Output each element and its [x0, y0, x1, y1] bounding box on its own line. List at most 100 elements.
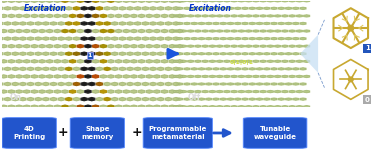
Polygon shape — [271, 53, 277, 55]
Polygon shape — [5, 37, 11, 40]
Polygon shape — [108, 60, 114, 63]
Polygon shape — [54, 60, 60, 63]
Polygon shape — [31, 60, 37, 63]
Polygon shape — [224, 45, 230, 47]
Polygon shape — [138, 105, 145, 108]
Polygon shape — [304, 91, 310, 93]
Polygon shape — [46, 45, 53, 48]
Polygon shape — [242, 53, 248, 55]
Polygon shape — [206, 22, 212, 24]
Polygon shape — [161, 75, 167, 78]
Polygon shape — [112, 22, 118, 25]
Polygon shape — [286, 98, 291, 100]
Polygon shape — [20, 22, 26, 25]
Polygon shape — [202, 75, 208, 77]
Polygon shape — [264, 38, 270, 40]
Polygon shape — [300, 53, 306, 55]
Polygon shape — [150, 22, 156, 25]
Polygon shape — [260, 30, 266, 32]
Polygon shape — [165, 52, 171, 55]
Polygon shape — [213, 7, 219, 9]
Polygon shape — [202, 30, 208, 32]
Polygon shape — [119, 22, 125, 25]
Polygon shape — [293, 53, 299, 55]
Polygon shape — [108, 0, 114, 2]
Polygon shape — [119, 52, 125, 55]
Polygon shape — [206, 83, 212, 85]
Polygon shape — [116, 60, 122, 63]
Polygon shape — [260, 60, 266, 62]
Polygon shape — [81, 113, 87, 116]
Polygon shape — [89, 22, 95, 25]
Polygon shape — [127, 98, 133, 101]
Polygon shape — [209, 60, 215, 62]
Polygon shape — [231, 45, 237, 47]
Polygon shape — [206, 7, 212, 9]
Polygon shape — [158, 67, 164, 70]
Polygon shape — [188, 45, 194, 47]
Polygon shape — [131, 75, 137, 78]
Polygon shape — [0, 67, 3, 70]
Polygon shape — [235, 83, 241, 85]
Polygon shape — [296, 45, 302, 47]
Text: +: + — [131, 127, 142, 139]
Polygon shape — [51, 52, 57, 55]
Polygon shape — [8, 90, 14, 93]
Polygon shape — [246, 91, 251, 93]
Polygon shape — [268, 75, 273, 77]
Polygon shape — [184, 38, 190, 40]
Polygon shape — [198, 22, 204, 24]
Polygon shape — [173, 45, 179, 47]
Polygon shape — [58, 22, 64, 25]
Polygon shape — [209, 45, 215, 47]
Polygon shape — [1, 75, 7, 78]
Polygon shape — [296, 106, 302, 108]
Polygon shape — [206, 68, 212, 70]
Polygon shape — [35, 37, 41, 40]
Polygon shape — [123, 105, 129, 108]
Polygon shape — [264, 83, 270, 85]
Polygon shape — [108, 105, 114, 108]
Polygon shape — [300, 22, 306, 24]
Polygon shape — [177, 68, 183, 70]
Polygon shape — [177, 0, 183, 2]
Polygon shape — [264, 22, 270, 24]
Polygon shape — [131, 60, 137, 63]
Polygon shape — [70, 0, 76, 2]
Polygon shape — [158, 37, 164, 40]
Polygon shape — [228, 68, 233, 70]
Polygon shape — [93, 14, 99, 17]
Polygon shape — [257, 83, 262, 85]
Polygon shape — [300, 7, 306, 9]
Polygon shape — [119, 67, 125, 70]
Polygon shape — [173, 22, 179, 25]
Polygon shape — [93, 60, 99, 63]
Polygon shape — [169, 45, 175, 48]
Polygon shape — [96, 37, 102, 40]
Polygon shape — [177, 83, 183, 85]
Polygon shape — [70, 30, 76, 33]
Polygon shape — [127, 67, 133, 70]
Polygon shape — [228, 113, 233, 115]
Text: 0|1|0|1: 0|1|0|1 — [229, 60, 253, 65]
Polygon shape — [135, 7, 141, 10]
Polygon shape — [177, 45, 183, 48]
Polygon shape — [217, 91, 223, 93]
Polygon shape — [46, 90, 53, 93]
Polygon shape — [39, 90, 45, 93]
Polygon shape — [51, 7, 57, 10]
Polygon shape — [54, 105, 60, 108]
Polygon shape — [253, 106, 259, 108]
Polygon shape — [304, 60, 310, 62]
Polygon shape — [43, 7, 49, 10]
Polygon shape — [286, 22, 291, 24]
Polygon shape — [300, 68, 306, 70]
Polygon shape — [282, 106, 288, 108]
Polygon shape — [249, 98, 255, 100]
Polygon shape — [112, 113, 118, 116]
Polygon shape — [35, 7, 41, 10]
Polygon shape — [119, 7, 125, 10]
Polygon shape — [271, 7, 277, 9]
Polygon shape — [31, 14, 37, 17]
Polygon shape — [43, 98, 49, 101]
